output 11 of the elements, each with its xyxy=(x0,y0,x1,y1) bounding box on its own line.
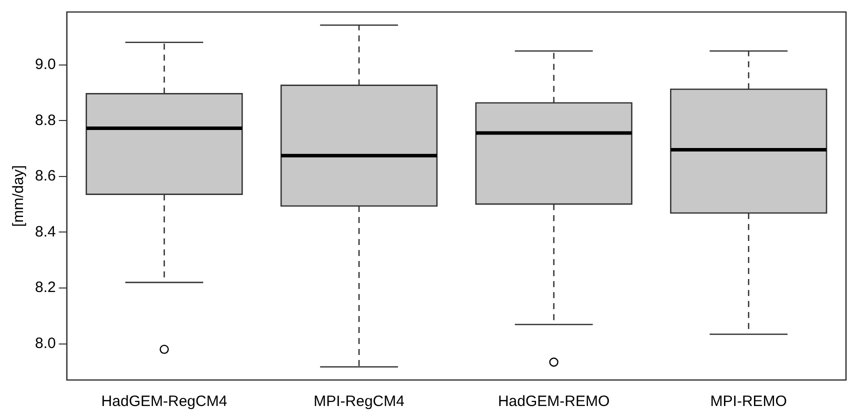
x-tick-label: HadGEM-RegCM4 xyxy=(101,393,228,410)
x-tick-label: HadGEM-REMO xyxy=(498,393,610,410)
y-tick-label: 8.2 xyxy=(34,279,56,296)
y-tick-label: 9.0 xyxy=(34,56,56,74)
y-tick-label: 8.6 xyxy=(34,168,56,185)
y-tick-label: 8.8 xyxy=(34,112,56,129)
y-tick-label: 8.4 xyxy=(34,223,56,240)
x-tick-label: MPI-RegCM4 xyxy=(314,393,404,410)
y-axis-title: [mm/day] xyxy=(10,165,28,227)
y-tick-label: 8.0 xyxy=(34,334,56,352)
x-tick-label: MPI-REMO xyxy=(710,393,787,410)
